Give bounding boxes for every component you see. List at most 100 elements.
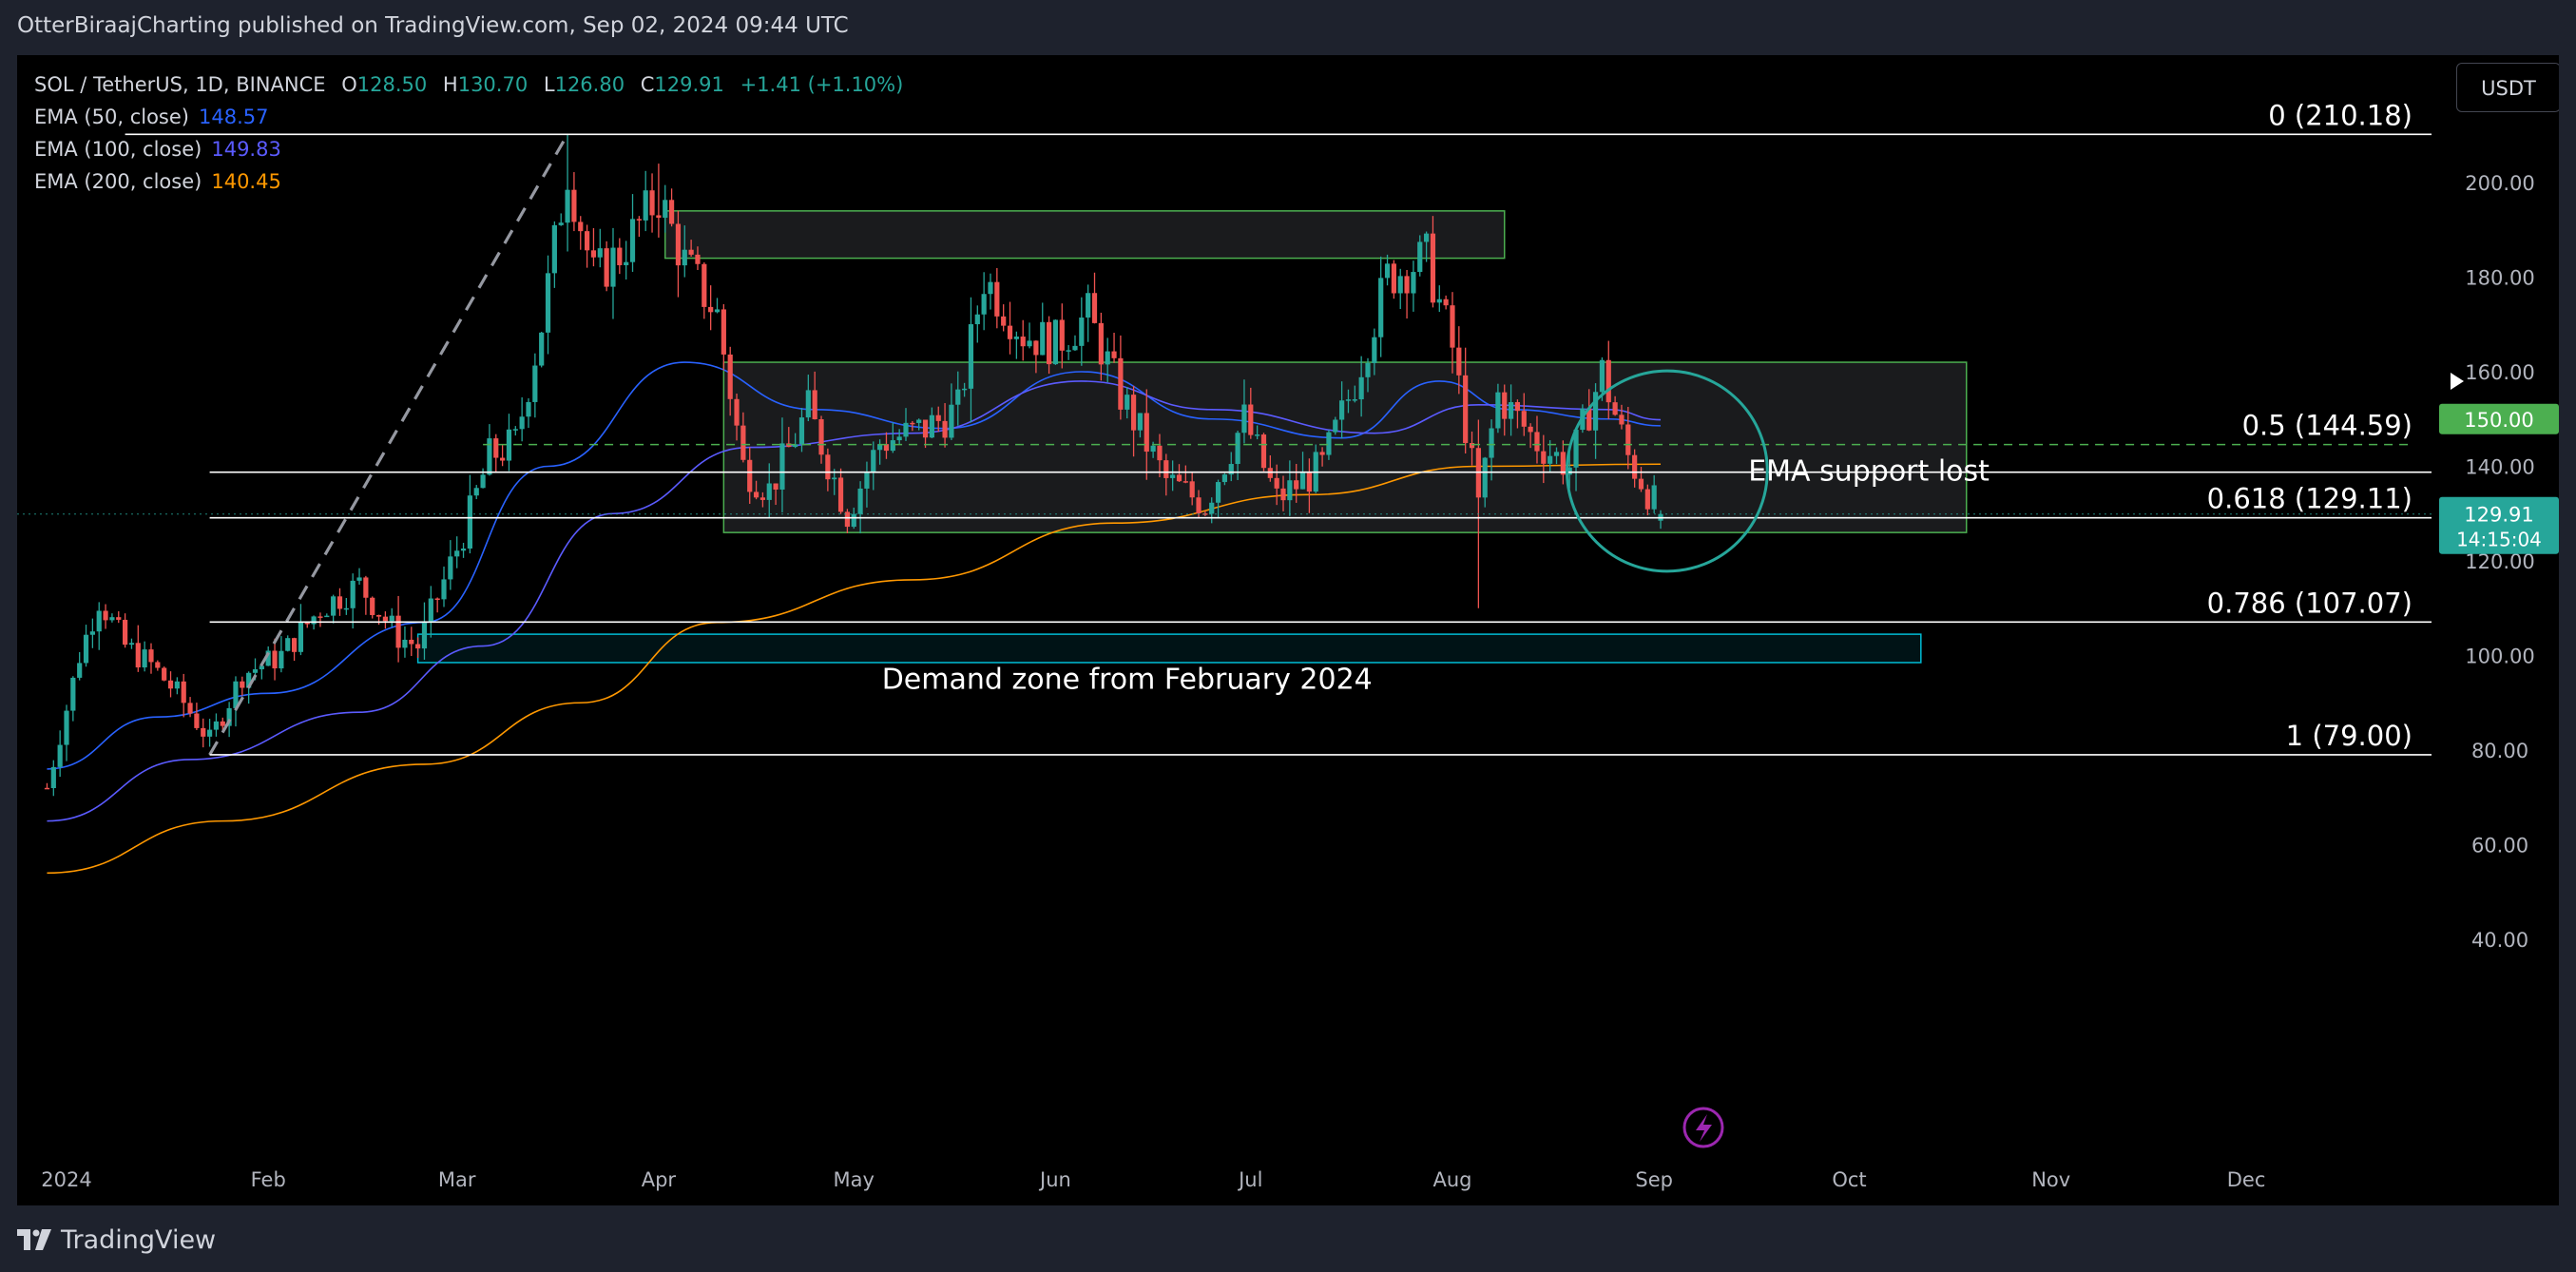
candle-body bbox=[428, 598, 433, 622]
candle-body bbox=[968, 324, 974, 389]
candle-body bbox=[585, 231, 590, 251]
candle-body bbox=[1027, 340, 1032, 347]
candle-body bbox=[949, 404, 954, 438]
candle-body bbox=[1046, 321, 1052, 365]
legend-close-label: C bbox=[640, 73, 655, 96]
candle-body bbox=[1299, 472, 1306, 490]
candle-body bbox=[1228, 464, 1234, 475]
candle-body bbox=[629, 219, 636, 262]
candle-body bbox=[1482, 457, 1488, 498]
candle-body bbox=[1255, 434, 1260, 436]
candle-body bbox=[1221, 474, 1228, 483]
ema-line bbox=[47, 361, 1662, 770]
candle-body bbox=[1404, 276, 1410, 294]
candle-body bbox=[624, 261, 629, 265]
candle-body bbox=[1450, 305, 1455, 348]
candle-body bbox=[336, 596, 343, 609]
candle-body bbox=[753, 491, 759, 498]
candle-body bbox=[1495, 392, 1501, 429]
candle-body bbox=[695, 254, 701, 264]
chart-svg[interactable]: 0 (210.18) 0.5 (144.59) 0.618 (129.11) 0.78… bbox=[17, 55, 2559, 1205]
range-zone bbox=[722, 361, 1968, 533]
candle-body bbox=[1020, 337, 1026, 347]
candle-body bbox=[1163, 460, 1169, 478]
candle-body bbox=[304, 622, 310, 625]
candle-body bbox=[1619, 414, 1624, 425]
candle-body bbox=[246, 672, 252, 688]
candle-body bbox=[871, 450, 876, 473]
legend-high-label: H bbox=[442, 73, 458, 96]
candle-body bbox=[793, 444, 798, 448]
candle-body bbox=[590, 250, 597, 258]
legend-change: +1.41 (+1.10%) bbox=[740, 73, 904, 96]
candle-body bbox=[955, 389, 961, 405]
demand-zone bbox=[416, 633, 1922, 664]
publication-line: OtterBiraajCharting published on Trading… bbox=[17, 13, 849, 38]
currency-button[interactable]: USDT bbox=[2456, 63, 2559, 112]
candle-body bbox=[1040, 321, 1046, 356]
candle-body bbox=[1548, 455, 1553, 464]
candle-body bbox=[1066, 350, 1071, 352]
candle-body bbox=[1352, 399, 1357, 401]
candle-body bbox=[597, 248, 603, 258]
x-tick-label: Nov bbox=[2031, 1168, 2070, 1191]
candle-body bbox=[740, 425, 746, 460]
candle-body bbox=[1508, 402, 1514, 419]
candle-body bbox=[1365, 362, 1371, 377]
legend-ema200-row[interactable]: EMA (200, close) 140.45 bbox=[34, 165, 903, 198]
candle-body bbox=[206, 729, 213, 737]
candle-body bbox=[298, 622, 304, 652]
candle-body bbox=[1430, 233, 1436, 303]
candle-body bbox=[1215, 482, 1221, 503]
candle-body bbox=[682, 249, 687, 266]
candle-body bbox=[311, 616, 317, 625]
candle-body bbox=[167, 680, 174, 689]
fib-level-label: 1 (79.00) bbox=[2286, 720, 2413, 752]
candle-body bbox=[1573, 430, 1579, 468]
candle-body bbox=[877, 444, 883, 451]
candle-body bbox=[837, 477, 844, 512]
candle-body bbox=[571, 189, 577, 222]
tradingview-brand: TradingView bbox=[61, 1224, 217, 1255]
candle-body bbox=[1072, 345, 1078, 351]
candle-body bbox=[558, 222, 564, 225]
candle-body bbox=[1358, 376, 1364, 400]
candle-body bbox=[935, 414, 941, 421]
candle-body bbox=[448, 556, 453, 580]
candles-layer bbox=[44, 134, 1663, 797]
candle-body bbox=[610, 247, 616, 287]
candle-body bbox=[1644, 489, 1650, 510]
ema-line bbox=[47, 463, 1662, 875]
candle-body bbox=[1157, 445, 1163, 461]
candle-body bbox=[1333, 419, 1338, 433]
candle-body bbox=[1372, 337, 1377, 363]
candle-body bbox=[441, 579, 447, 600]
candle-body bbox=[649, 190, 655, 216]
chart-frame[interactable]: 0 (210.18) 0.5 (144.59) 0.618 (129.11) 0.78… bbox=[17, 55, 2559, 1205]
legend-ema50-row[interactable]: EMA (50, close) 148.57 bbox=[34, 101, 903, 133]
tradingview-logo-icon bbox=[17, 1229, 51, 1250]
candle-body bbox=[981, 294, 987, 315]
x-tick-label: Jul bbox=[1237, 1168, 1262, 1191]
candle-body bbox=[643, 190, 648, 221]
candle-body bbox=[994, 281, 1000, 317]
candle-body bbox=[864, 472, 870, 489]
candle-body bbox=[916, 419, 922, 423]
candle-body bbox=[512, 429, 518, 431]
candle-body bbox=[1417, 241, 1423, 273]
candle-body bbox=[1176, 474, 1182, 482]
candle-body bbox=[1586, 408, 1592, 431]
candle-body bbox=[759, 497, 766, 500]
candle-body bbox=[1391, 263, 1396, 294]
tradingview-logo[interactable]: TradingView bbox=[17, 1223, 216, 1257]
legend-ema100-row[interactable]: EMA (100, close) 149.83 bbox=[34, 133, 903, 165]
candle-body bbox=[83, 634, 89, 664]
candle-body bbox=[487, 438, 492, 475]
candle-body bbox=[636, 219, 642, 221]
fib-level-label: 0 (210.18) bbox=[2268, 99, 2413, 131]
candle-body bbox=[1052, 319, 1059, 365]
candle-body bbox=[818, 419, 824, 455]
candle-body bbox=[851, 513, 856, 528]
ema-layer bbox=[47, 361, 1662, 875]
candle-body bbox=[766, 483, 772, 500]
